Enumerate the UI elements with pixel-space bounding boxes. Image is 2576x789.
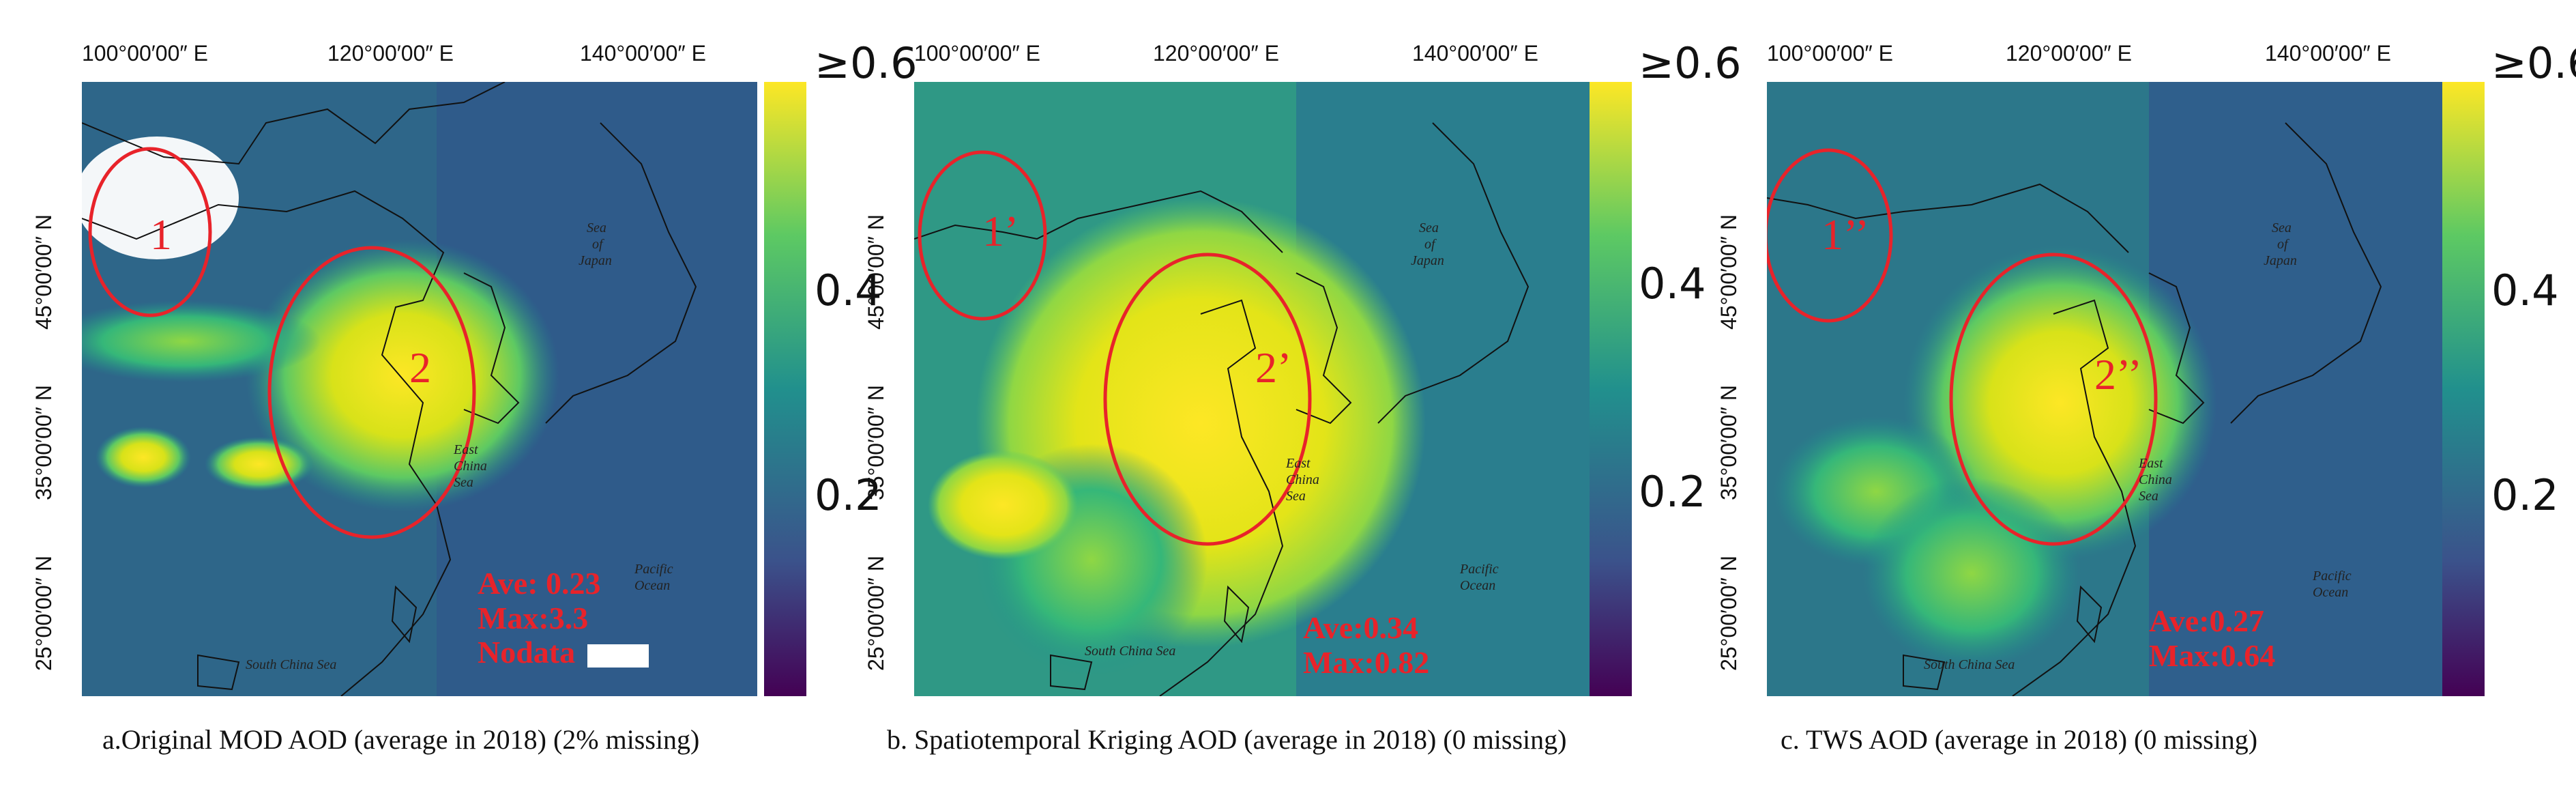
lat-tick: 35°00′00″ N [31, 385, 56, 500]
region-2-label: 2 [409, 343, 431, 392]
svg-text:East: East [2138, 456, 2163, 471]
svg-text:Ocean: Ocean [1460, 578, 1495, 593]
aod-map: 1’ 2’ Sea of Japan East China Sea South … [914, 82, 1590, 696]
svg-text:China: China [454, 459, 487, 474]
lon-tick: 140°00′00″ E [2265, 41, 2391, 66]
lat-tick: 25°00′00″ N [863, 556, 888, 671]
colorbar-tick: 0.2 [1639, 467, 1706, 517]
aod-map: 1’’ 2’’ Sea of Japan East China Sea Sout… [1767, 82, 2442, 696]
region-1-label: 1’’ [1821, 210, 1869, 259]
stats-box: Ave:0.34 Max:0.82 [1303, 610, 1430, 680]
svg-text:Pacific: Pacific [1459, 562, 1499, 577]
svg-text:Japan: Japan [579, 253, 612, 268]
lon-tick: 120°00′00″ E [327, 41, 454, 66]
lat-tick: 45°00′00″ N [31, 214, 56, 330]
region-2-outline [1103, 253, 1312, 546]
stats-box: Ave: 0.23 Max:3.3 Nodata [478, 566, 649, 670]
svg-text:of: of [592, 237, 604, 252]
panel-c: 100°00′00″ E 120°00′00″ E 140°00′00″ E 4… [1716, 0, 2576, 789]
lon-tick: 100°00′00″ E [82, 41, 208, 66]
nodata-swatch [587, 644, 649, 668]
aod-map: 1 2 Sea of Japan East China Sea South Ch… [82, 82, 757, 696]
region-2-outline [1949, 253, 2158, 546]
colorbar-tick: ≥0.6 [2491, 38, 2576, 88]
lat-tick: 45°00′00″ N [1716, 214, 1741, 330]
svg-text:South China Sea: South China Sea [1924, 657, 2015, 672]
svg-text:Japan: Japan [2264, 253, 2297, 268]
lat-tick: 35°00′00″ N [1716, 385, 1741, 500]
region-2-label: 2’ [1255, 343, 1291, 392]
colorbar [764, 82, 806, 696]
svg-text:Sea: Sea [2139, 489, 2158, 504]
svg-text:Sea: Sea [587, 220, 606, 235]
colorbar-tick: ≥0.6 [815, 38, 918, 88]
lon-tick: 120°00′00″ E [1153, 41, 1279, 66]
svg-text:Sea: Sea [2272, 220, 2292, 235]
panel-a: 100°00′00″ E 120°00′00″ E 140°00′00″ E 4… [27, 0, 918, 789]
stats-box: Ave:0.27 Max:0.64 [2149, 603, 2276, 673]
region-1-label: 1 [150, 210, 172, 259]
region-1-label: 1’ [982, 207, 1019, 255]
colorbar [1590, 82, 1632, 696]
lon-tick: 100°00′00″ E [914, 41, 1040, 66]
lon-tick: 120°00′00″ E [2006, 41, 2132, 66]
svg-text:China: China [2139, 472, 2172, 487]
svg-text:South China Sea: South China Sea [246, 657, 336, 672]
svg-text:Ocean: Ocean [2313, 585, 2348, 600]
svg-text:Sea: Sea [1419, 220, 1439, 235]
lat-tick: 35°00′00″ N [863, 385, 888, 500]
svg-text:Japan: Japan [1411, 253, 1444, 268]
colorbar-tick: 0.4 [2491, 266, 2559, 315]
svg-text:Ocean: Ocean [634, 578, 670, 593]
nodata-area [82, 137, 239, 259]
hotspot [246, 239, 559, 512]
colorbar-tick: 0.2 [815, 470, 882, 520]
svg-text:Sea: Sea [1286, 489, 1306, 504]
svg-text:of: of [2277, 237, 2289, 252]
svg-text:Sea: Sea [454, 475, 473, 490]
colorbar-tick: 0.4 [815, 266, 882, 315]
region-1-outline [918, 150, 1047, 321]
caption: a.Original MOD AOD (average in 2018) (2%… [102, 724, 700, 755]
lat-tick: 45°00′00″ N [863, 214, 888, 330]
region-2-outline [267, 246, 476, 539]
lon-tick: 140°00′00″ E [1412, 41, 1538, 66]
svg-text:Pacific: Pacific [634, 562, 673, 577]
svg-text:of: of [1424, 237, 1437, 252]
colorbar-tick: ≥0.6 [1639, 38, 1742, 88]
svg-text:East: East [1285, 456, 1311, 471]
caption: b. Spatiotemporal Kriging AOD (average i… [887, 724, 1567, 755]
caption: c. TWS AOD (average in 2018) (0 missing) [1781, 724, 2258, 755]
svg-text:China: China [1286, 472, 1319, 487]
region-2-label: 2’’ [2094, 350, 2142, 399]
lon-tick: 140°00′00″ E [580, 41, 706, 66]
svg-text:South China Sea: South China Sea [1085, 644, 1175, 659]
lat-tick: 25°00′00″ N [1716, 556, 1741, 671]
colorbar-tick: 0.2 [2491, 470, 2559, 520]
colorbar [2442, 82, 2485, 696]
region-1-outline [88, 147, 212, 317]
svg-text:Pacific: Pacific [2312, 569, 2352, 584]
svg-text:East: East [453, 442, 478, 457]
panel-b: 100°00′00″ E 120°00′00″ E 140°00′00″ E 4… [864, 0, 1742, 789]
lat-tick: 25°00′00″ N [31, 556, 56, 671]
lon-tick: 100°00′00″ E [1767, 41, 1893, 66]
colorbar-tick: 0.4 [1639, 259, 1706, 309]
region-1-outline [1767, 148, 1893, 323]
